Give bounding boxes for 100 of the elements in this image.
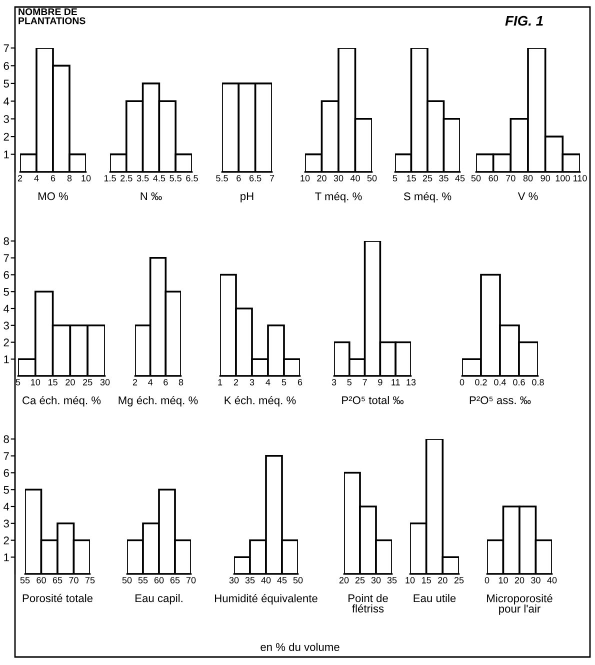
x-axis-title: N ‰ [140, 192, 162, 200]
y-tick-label: 6 [4, 271, 9, 279]
y-tick-label: 1 [4, 150, 9, 158]
x-tick-label: 0 [484, 577, 490, 584]
x-tick-label: 10 [406, 577, 415, 584]
x-tick-label: 20 [317, 175, 326, 182]
x-tick-label: 35 [387, 577, 397, 584]
x-tick-label: 10 [300, 175, 310, 182]
y-tick-label: 2 [4, 338, 9, 346]
x-tick-label: 35 [245, 577, 255, 584]
x-tick-label: 8 [178, 379, 184, 386]
x-tick-label: 65 [52, 577, 62, 584]
x-tick-label: 65 [170, 577, 180, 584]
y-tick-label: 2 [4, 536, 9, 544]
x-tick-label: 20 [66, 379, 75, 386]
x-tick-label: 25 [454, 577, 464, 584]
x-tick-label: 6 [236, 175, 241, 182]
x-tick-label: 6 [164, 379, 168, 386]
x-tick-label: 25 [355, 577, 365, 584]
x-axis-title: MO % [38, 192, 68, 200]
y-tick-label: 2 [4, 132, 9, 141]
x-tick-label: 40 [261, 577, 271, 584]
x-tick-label: 0.2 [475, 379, 487, 386]
y-tick-label: 1 [4, 554, 9, 562]
x-tick-label: 15 [406, 175, 416, 182]
y-tick-label: 4 [4, 98, 10, 106]
x-tick-label: 60 [488, 175, 498, 182]
y-tick-label: 3 [4, 520, 9, 528]
y-tick-label: 3 [4, 322, 9, 330]
x-tick-label: 0.8 [532, 379, 544, 386]
x-axis-title: P²O⁵ ass. ‰ [470, 396, 531, 404]
y-tick-label: 8 [4, 237, 9, 246]
x-tick-label: 30 [531, 577, 540, 584]
x-axis-title: Eau utile [414, 594, 456, 602]
y-tick-label: 3 [4, 115, 9, 123]
caption: FIG. 1 [505, 16, 543, 26]
x-tick-label: 7 [270, 175, 274, 182]
x-tick-label: 60 [154, 577, 164, 584]
x-tick-label: 10 [31, 379, 40, 386]
y-tick-label: 5 [4, 486, 9, 494]
x-axis-title: Mg éch. méq. % [118, 396, 198, 406]
x-tick-label: 0 [460, 379, 464, 386]
x-tick-label: 1.5 [104, 175, 116, 182]
x-axis-title: T méq. % [315, 192, 362, 202]
x-tick-label: 100 [556, 175, 570, 182]
y-tick-label: 6 [4, 62, 9, 70]
x-tick-label: 50 [471, 175, 481, 182]
x-axis-title: Point de flétriss [348, 594, 388, 613]
y-tick-label: 7 [4, 452, 9, 460]
x-tick-label: 7 [362, 379, 367, 386]
x-tick-label: 15 [48, 379, 58, 386]
x-tick-label: 30 [100, 379, 110, 386]
y-tick-label: 7 [4, 254, 9, 262]
text: en % du volume [260, 642, 340, 651]
x-tick-label: 25 [83, 379, 92, 386]
x-tick-label: 45 [277, 577, 287, 584]
x-tick-label: 2 [234, 379, 238, 386]
x-tick-label: 10 [82, 175, 91, 182]
y-tick-label: 6 [4, 469, 9, 477]
x-tick-label: 5 [347, 379, 352, 386]
x-tick-label: 50 [367, 175, 377, 182]
x-tick-label: 50 [293, 577, 303, 584]
x-tick-label: 75 [85, 577, 95, 584]
x-axis-title: V % [518, 192, 538, 200]
x-tick-label: 4 [266, 379, 270, 386]
x-tick-label: 11 [392, 379, 400, 386]
x-tick-label: 45 [455, 175, 465, 182]
x-tick-label: 55 [20, 577, 30, 584]
y-tick-label: 1 [4, 356, 9, 364]
x-tick-label: 2 [132, 379, 138, 386]
x-tick-label: 20 [514, 577, 524, 584]
x-tick-label: 0.4 [494, 379, 506, 386]
x-tick-label: 5 [16, 379, 20, 386]
x-tick-label: 30 [334, 175, 344, 182]
x-tick-label: 3 [250, 379, 254, 386]
x-tick-label: 6 [50, 175, 56, 182]
x-axis-title: pH [240, 192, 254, 202]
x-tick-label: 50 [122, 577, 132, 584]
x-tick-label: 20 [339, 577, 349, 584]
x-tick-label: 6 [298, 379, 302, 386]
x-tick-label: 13 [406, 379, 416, 386]
x-axis-title: Microporosité pour l'air [487, 594, 552, 615]
x-tick-label: 70 [506, 175, 516, 182]
x-tick-label: 40 [547, 577, 557, 584]
x-axis-title: Porosité totale [22, 594, 93, 602]
x-tick-label: 1 [218, 379, 222, 386]
y-tick-label: 5 [4, 288, 9, 296]
x-tick-label: 3 [332, 379, 336, 386]
x-axis-title: Ca éch. méq. % [22, 396, 101, 406]
x-tick-label: 5 [392, 175, 398, 182]
x-tick-label: 2 [18, 175, 22, 182]
x-tick-label: 70 [69, 577, 78, 584]
x-tick-label: 2.5 [120, 175, 132, 182]
x-axis-title: Humidité équivalente [215, 594, 318, 604]
x-tick-label: 10 [498, 577, 508, 584]
x-tick-label: 35 [439, 175, 448, 182]
x-tick-label: 60 [36, 577, 46, 584]
x-tick-label: 40 [350, 175, 360, 182]
x-tick-label: 20 [438, 577, 448, 584]
y-axis-title: NOMBRE DE PLANTATIONS [18, 8, 86, 24]
